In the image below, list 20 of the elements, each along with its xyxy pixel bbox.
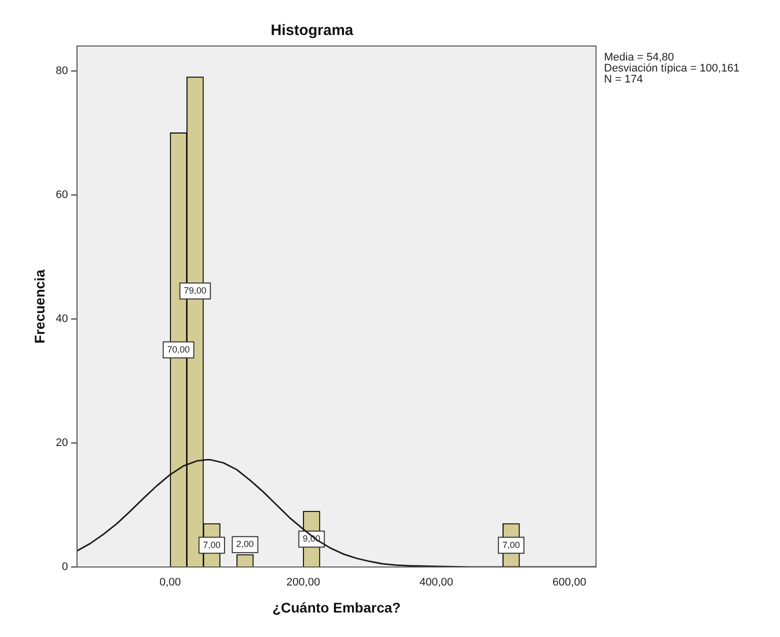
y-tick-label: 0 — [62, 561, 68, 574]
data-label: 7,00 — [502, 540, 520, 550]
chart-title: Histograma — [270, 22, 354, 40]
y-tick-label: 40 — [56, 312, 68, 325]
x-tick-label: 600,00 — [552, 576, 586, 589]
data-label: 70,00 — [167, 344, 190, 354]
text: Desviación típica = 100,161 — [604, 62, 740, 75]
y-tick-label: 60 — [56, 188, 68, 201]
y-axis-title: Frecuencia — [31, 269, 48, 344]
text: N = 174 — [604, 74, 643, 86]
x-tick-label: 400,00 — [419, 576, 454, 589]
x-tick-label: 200,00 — [286, 576, 320, 589]
x-tick-label: 0,00 — [159, 576, 181, 589]
data-label: 2,00 — [236, 539, 254, 550]
y-tick-label: 80 — [56, 64, 68, 77]
y-tick-label: 20 — [56, 436, 68, 449]
data-label: 7,00 — [203, 540, 221, 550]
data-label: 79,00 — [184, 285, 206, 296]
text: Media = 54,80 — [604, 52, 674, 64]
x-axis-title: ¿Cuánto Embarca? — [272, 599, 401, 616]
